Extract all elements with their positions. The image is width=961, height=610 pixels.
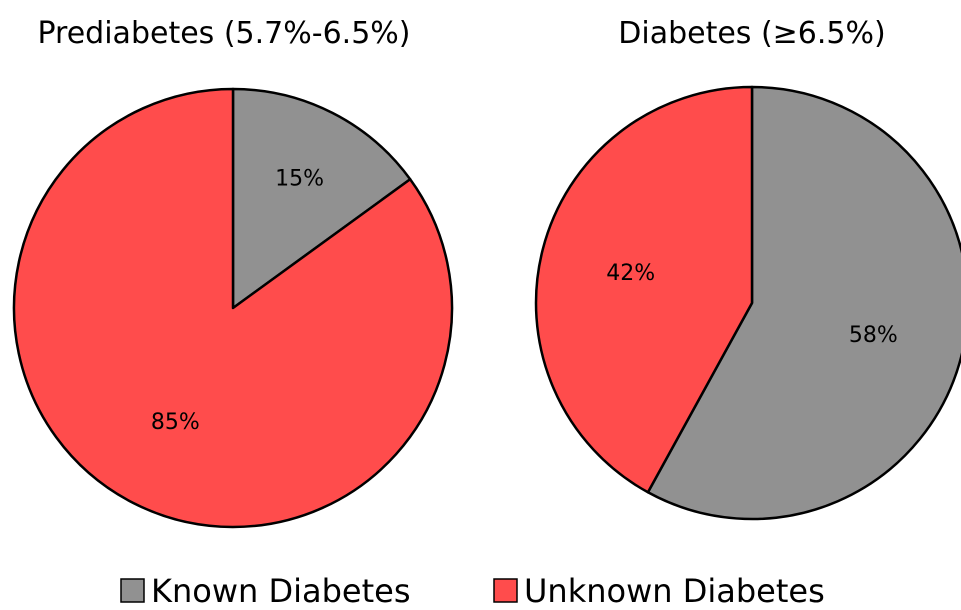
legend-label-unknown-diabetes: Unknown Diabetes — [524, 572, 825, 606]
pie-chart-diabetes: Diabetes (≥6.5%) 58% 42% — [534, 16, 961, 521]
pie-slice-unknown-diabetes — [534, 85, 754, 494]
pie-title-diabetes: Diabetes (≥6.5%) — [618, 16, 885, 51]
legend-label-known-diabetes: Known Diabetes — [151, 572, 411, 606]
slice-label-known-diabetes: 15% — [275, 166, 324, 191]
legend-swatch-unknown-diabetes — [493, 578, 518, 603]
slice-label-unknown-diabetes: 85% — [151, 410, 200, 435]
slice-label-unknown-diabetes: 42% — [606, 261, 655, 286]
legend-item-known-diabetes: Known Diabetes — [120, 572, 411, 610]
slice-label-known-diabetes: 58% — [849, 323, 898, 348]
pie-slice-known-diabetes — [231, 87, 412, 310]
pie-title-prediabetes: Prediabetes (5.7%-6.5%) — [37, 16, 410, 51]
legend-swatch-known-diabetes — [120, 578, 145, 603]
pie-slice-known-diabetes — [646, 85, 961, 521]
legend: Known Diabetes Unknown Diabetes — [120, 572, 825, 610]
legend-item-unknown-diabetes: Unknown Diabetes — [493, 572, 825, 610]
pie-slice-unknown-diabetes — [12, 87, 454, 529]
pie-chart-prediabetes: Prediabetes (5.7%-6.5%) 15% 85% — [12, 16, 454, 529]
